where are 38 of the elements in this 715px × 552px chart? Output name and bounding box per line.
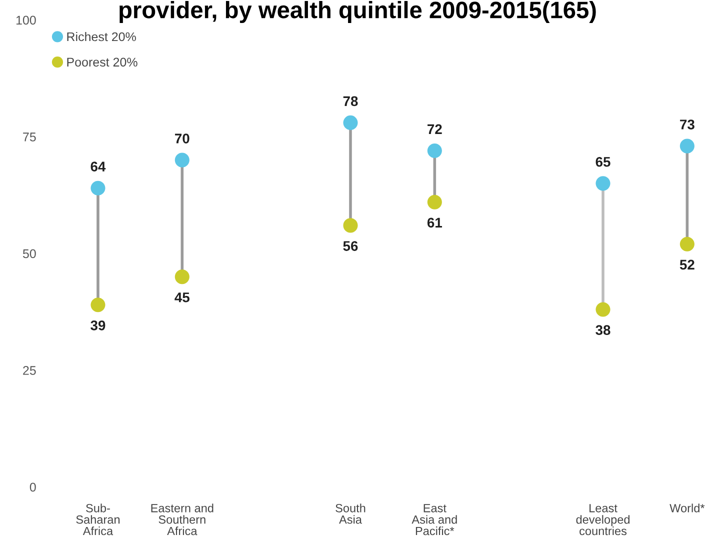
y-tick-label: 25: [23, 366, 36, 375]
point: [680, 236, 694, 252]
data-label: 38: [596, 325, 610, 336]
data-label: 52: [680, 260, 694, 270]
point: [680, 138, 694, 154]
x-tick-label: Least developed countries: [576, 504, 630, 536]
data-label: 78: [343, 96, 358, 106]
point: [427, 143, 442, 158]
x-tick-label: Sub- Saharan Africa: [76, 504, 120, 536]
point: [90, 180, 106, 196]
point: [427, 194, 442, 210]
x-tick-label: South Asia: [336, 504, 366, 524]
legend-label: Poorest 20%: [67, 58, 138, 67]
data-label: 70: [175, 134, 190, 144]
legend-label: Richest 20%: [67, 32, 136, 42]
point: [596, 302, 610, 317]
point: [174, 152, 190, 168]
x-tick-label: Eastern and Southern Africa: [151, 504, 214, 536]
y-tick-label: 0: [30, 482, 36, 492]
y-tick-label: 100: [16, 16, 36, 25]
y-tick-label: 50: [22, 249, 36, 258]
point: [90, 298, 106, 312]
chart-title: provider, by wealth quintile 2009-2015(165): [120, 1, 596, 24]
data-label: 64: [90, 162, 106, 172]
data-label: 73: [680, 120, 694, 130]
point: [343, 115, 358, 130]
data-label: 72: [428, 124, 442, 134]
data-label: 39: [90, 320, 106, 330]
y-tick-label: 75: [23, 132, 36, 142]
x-tick-label: East Asia and Pacific*: [412, 504, 457, 536]
point: [174, 270, 190, 284]
data-label: 45: [174, 292, 190, 302]
point: [343, 218, 358, 233]
data-label: 61: [427, 218, 442, 228]
data-label: 56: [343, 241, 358, 251]
x-tick-label: World*: [670, 504, 705, 512]
data-label: 65: [596, 156, 610, 167]
point: [596, 176, 610, 191]
